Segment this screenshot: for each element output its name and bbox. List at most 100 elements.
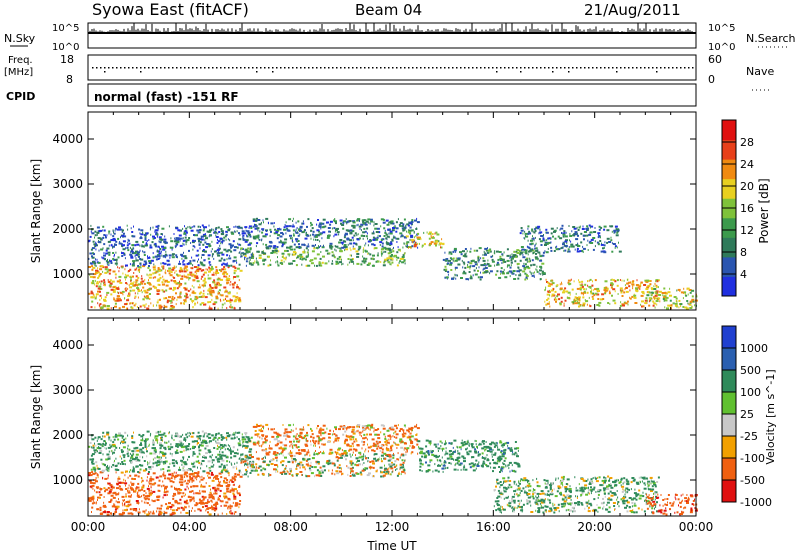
velocity-cell [174, 501, 178, 504]
velocity-cell [130, 456, 134, 459]
power-cell [202, 264, 206, 267]
power-cell [530, 242, 534, 245]
power-cell [295, 246, 299, 249]
power-cell [294, 230, 296, 233]
power-cell [331, 260, 333, 263]
power-ytick-label: 3000 [52, 177, 83, 191]
power-cell [190, 267, 192, 269]
freq-point [568, 67, 570, 69]
power-cell [286, 229, 290, 232]
power-cell [213, 271, 215, 274]
power-cell [221, 242, 223, 245]
freq-point [160, 67, 162, 69]
power-cell [126, 244, 129, 247]
power-cell [582, 245, 584, 248]
power-cell [569, 233, 571, 235]
power-cell [431, 236, 435, 239]
velocity-cell [194, 509, 196, 512]
power-cell [315, 244, 316, 246]
power-cell [209, 284, 211, 287]
power-cell [410, 229, 414, 232]
power-cell [171, 301, 173, 304]
power-cell [261, 238, 263, 241]
power-cell [416, 217, 418, 220]
power-cell [121, 290, 125, 293]
velocity-cell [194, 504, 198, 507]
power-cell [560, 296, 563, 299]
power-cell [318, 225, 322, 228]
power-cell [506, 259, 510, 262]
power-cell [545, 286, 547, 289]
power-cell [113, 231, 114, 234]
velocity-cell [165, 441, 168, 444]
power-cell [103, 257, 106, 260]
velocity-cell [162, 473, 165, 476]
velocity-cell [232, 483, 234, 486]
power-cell [99, 229, 102, 232]
power-cell [322, 225, 324, 228]
power-cell [189, 262, 192, 265]
power-cell [322, 255, 325, 258]
freq-point [544, 67, 546, 69]
power-cell [439, 242, 442, 245]
freq-point [424, 67, 426, 69]
power-cell [158, 240, 160, 243]
power-cell [229, 299, 233, 302]
power-cell [354, 232, 357, 235]
velocity-cell [90, 468, 93, 471]
velocity-cell [201, 475, 203, 478]
power-cell [127, 228, 129, 231]
velocity-cell [179, 489, 183, 491]
power-cell [555, 246, 557, 249]
power-cell [318, 264, 321, 267]
power-cell [146, 307, 150, 310]
power-cell [554, 296, 556, 299]
velocity-cell [160, 511, 163, 514]
power-cell [401, 234, 404, 237]
velocity-cell [229, 490, 232, 493]
power-cell [438, 243, 440, 246]
velocity-cell [188, 434, 190, 437]
nave-point [552, 71, 554, 73]
power-cell [556, 245, 558, 248]
power-cell [224, 302, 226, 305]
velocity-cell [102, 453, 104, 456]
power-cell [162, 262, 165, 265]
velocity-cell [191, 509, 192, 512]
power-cell [364, 244, 366, 247]
power-cell [246, 234, 248, 237]
power-cell [90, 290, 93, 293]
power-cell [603, 244, 606, 247]
power-cell [105, 260, 108, 263]
power-cell [158, 252, 162, 255]
velocity-cell [140, 442, 142, 445]
velocity-cell [248, 450, 252, 453]
freq-point [148, 67, 150, 69]
power-cell [142, 298, 145, 301]
power-cell [214, 228, 217, 231]
velocity-cell [230, 452, 232, 455]
power-cell [302, 220, 304, 223]
velocity-cell [200, 483, 202, 486]
velocity-cell [97, 436, 101, 439]
velocity-cell [114, 435, 118, 438]
velocity-cell [205, 452, 209, 455]
velocity-cell [238, 471, 240, 474]
power-cell [167, 269, 171, 272]
velocity-cell [160, 504, 163, 507]
power-cell [285, 221, 287, 224]
power-cell [288, 262, 291, 265]
velocity-cell [214, 492, 218, 495]
power-cell [562, 243, 565, 246]
power-cell [689, 303, 692, 306]
power-cell [206, 243, 210, 245]
power-cell [243, 252, 247, 255]
velocity-cell [88, 497, 92, 500]
power-cell [539, 228, 541, 231]
power-cell [115, 259, 117, 261]
power-cell [302, 257, 306, 260]
power-cell [594, 240, 596, 243]
velocity-cell [112, 496, 116, 499]
velocity-cell [202, 485, 206, 488]
